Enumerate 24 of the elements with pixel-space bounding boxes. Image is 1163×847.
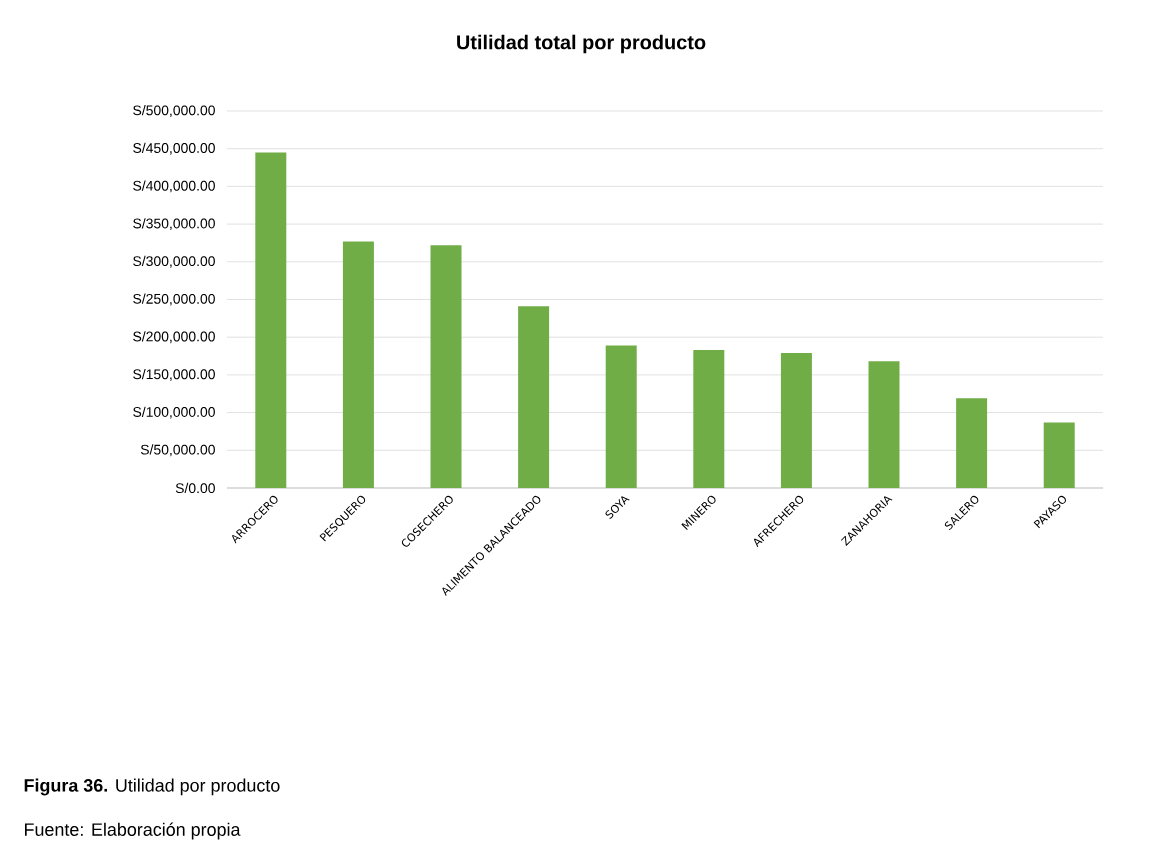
bar [868, 361, 900, 488]
y-tick-label: S/100,000.00 [133, 406, 215, 419]
y-tick-label: S/250,000.00 [133, 293, 215, 306]
y-tick-label: S/50,000.00 [140, 444, 215, 457]
bar [430, 245, 462, 488]
bar [518, 306, 550, 488]
y-tick-label: S/500,000.00 [133, 105, 215, 117]
source-note: Fuente: Elaboración propia [25, 822, 241, 840]
y-tick-label: S/450,000.00 [133, 142, 215, 155]
chart-title: Utilidad total por producto [457, 34, 706, 54]
y-tick-label: S/0.00 [175, 482, 215, 494]
y-tick-label: S/400,000.00 [133, 180, 215, 193]
y-tick-label: S/150,000.00 [133, 368, 215, 381]
y-tick-label: S/300,000.00 [133, 255, 215, 268]
bar [956, 398, 988, 488]
y-tick-label: S/200,000.00 [133, 331, 215, 344]
bar [342, 241, 374, 488]
y-tick-label: S/350,000.00 [133, 218, 215, 231]
bar [780, 353, 812, 488]
bar [255, 152, 287, 488]
text: Figura 36. Utilidad por producto [24, 778, 280, 796]
bar [605, 345, 637, 488]
bar [1043, 422, 1075, 488]
bar [693, 350, 725, 488]
